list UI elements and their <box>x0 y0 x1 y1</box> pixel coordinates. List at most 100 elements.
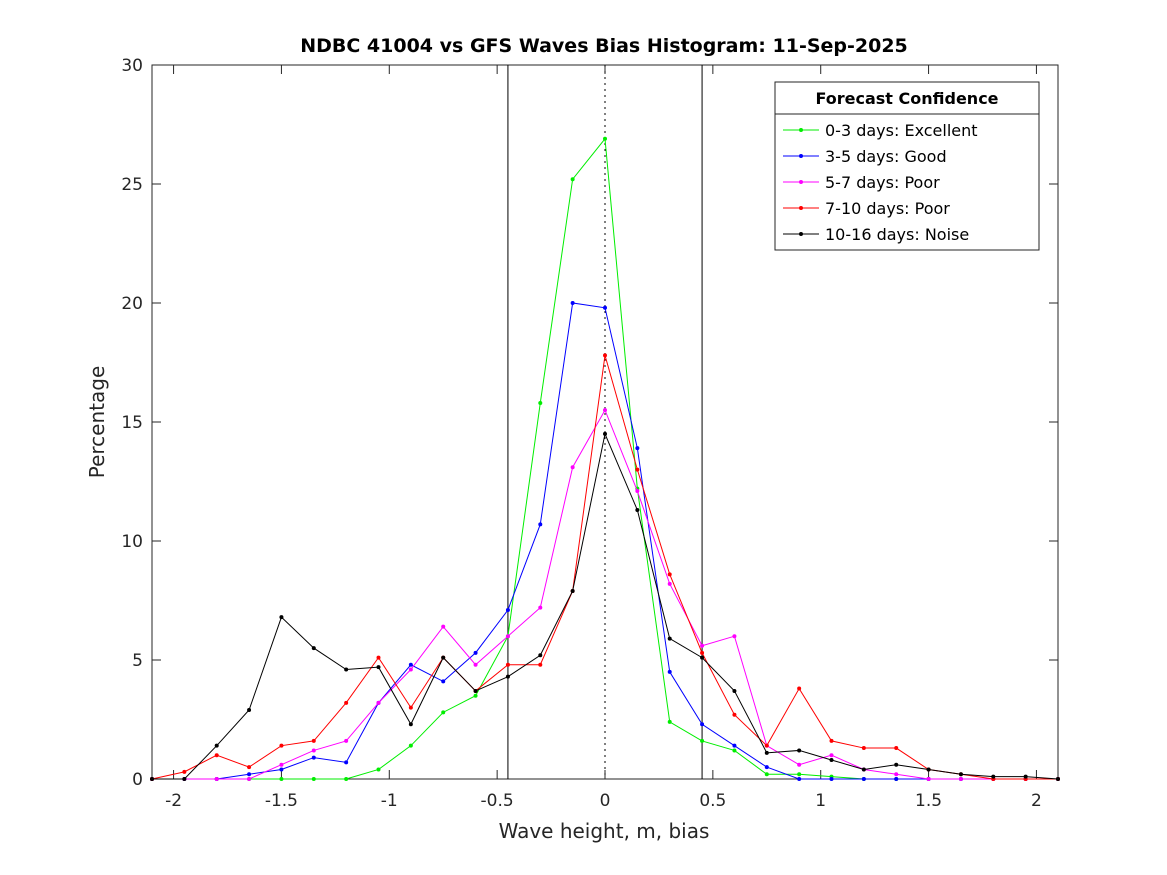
series-4-point <box>861 767 866 772</box>
series-0-point <box>570 177 575 182</box>
legend-entry: 7-10 days: Poor <box>825 199 950 218</box>
x-tick-label: 1.5 <box>915 791 942 811</box>
series-4-point <box>570 588 575 593</box>
series-2-point <box>926 777 931 781</box>
series-3-point <box>829 738 834 743</box>
legend-entry: 10-16 days: Noise <box>825 225 969 244</box>
series-2-point <box>700 643 705 648</box>
series-0-point <box>441 710 446 715</box>
legend-swatch-marker <box>799 206 803 210</box>
series-1-point <box>894 777 899 781</box>
series-0-point <box>279 777 284 781</box>
series-1-point <box>700 722 705 727</box>
series-0-point <box>797 772 802 777</box>
x-tick-label: 0.5 <box>699 791 726 811</box>
series-3-point <box>667 572 672 577</box>
series-2-point <box>408 667 413 672</box>
series-3-point <box>635 467 640 472</box>
series-4-point <box>376 665 381 670</box>
series-3-point <box>732 712 737 717</box>
series-4-point <box>667 636 672 641</box>
x-axis-label: Wave height, m, bias <box>499 819 710 843</box>
series-2-point <box>635 489 640 494</box>
series-4-point <box>150 777 154 781</box>
series-2-point <box>570 465 575 470</box>
series-4-point <box>1023 774 1028 779</box>
series-1-point <box>505 608 510 613</box>
legend: Forecast Confidence 0-3 days: Excellent 3-… <box>774 81 1040 251</box>
series-3-point <box>797 686 802 691</box>
series-2-point <box>376 700 381 705</box>
x-tick-label: -2 <box>165 791 182 811</box>
legend-swatch-marker <box>799 232 803 236</box>
y-tick-label: 25 <box>121 175 143 195</box>
series-4-point <box>505 674 510 679</box>
y-tick-label: 30 <box>121 56 143 76</box>
legend-title: Forecast Confidence <box>815 89 998 108</box>
legend-swatch-marker <box>799 180 803 184</box>
series-1-point <box>635 446 640 451</box>
series-1-point <box>570 301 575 305</box>
series-3-point <box>311 738 316 743</box>
series-1-point <box>473 650 478 655</box>
legend-entry: 5-7 days: Poor <box>825 173 940 192</box>
series-2-point <box>473 662 478 667</box>
series-4-point <box>1056 777 1060 781</box>
series-3-point <box>861 746 866 751</box>
series-1-point <box>667 669 672 674</box>
series-1-point <box>829 777 834 781</box>
series-1-point <box>861 777 866 781</box>
x-tick-label: -1 <box>381 791 398 811</box>
series-2-point <box>667 581 672 586</box>
series-4-point <box>247 707 252 712</box>
legend-entry: 0-3 days: Excellent <box>825 121 978 140</box>
series-4-point <box>441 655 446 660</box>
series-3-point <box>214 753 219 758</box>
x-tick-label: 2 <box>1031 791 1042 811</box>
series-2-point <box>894 772 899 777</box>
x-tick-label: -1.5 <box>265 791 298 811</box>
series-2-point <box>505 634 510 639</box>
series-2-point <box>441 624 446 629</box>
series-4-point <box>797 748 802 753</box>
series-4-point <box>732 688 737 693</box>
x-tick-label: 1 <box>815 791 826 811</box>
series-1-point <box>797 777 802 781</box>
series-0-point <box>311 777 316 781</box>
series-2-point <box>311 748 316 753</box>
series-3-point <box>505 662 510 667</box>
series-2-point <box>732 634 737 639</box>
series-4-point <box>408 722 413 727</box>
chart-title: NDBC 41004 vs GFS Waves Bias Histogram: … <box>300 35 908 57</box>
legend-entry: 3-5 days: Good <box>825 147 947 166</box>
series-1-point <box>732 743 737 748</box>
series-4-point <box>829 757 834 762</box>
series-4-point <box>700 655 705 660</box>
series-1-point <box>311 755 316 760</box>
series-0-point <box>473 693 478 698</box>
series-1-point <box>603 305 607 310</box>
series-4-point <box>635 508 640 513</box>
series-4-point <box>182 777 187 781</box>
series-3-point <box>764 743 769 748</box>
series-2-point <box>829 753 834 758</box>
series-2-point <box>247 777 252 781</box>
series-1-point <box>538 522 543 527</box>
series-1-point <box>279 767 284 772</box>
series-0-point <box>667 719 672 724</box>
y-axis-label: Percentage <box>85 366 109 479</box>
series-4-point <box>764 750 769 755</box>
series-4-point <box>311 646 316 651</box>
series-4-point <box>603 431 607 436</box>
x-tick-label: 0 <box>600 791 611 811</box>
series-3-point <box>408 705 413 710</box>
series-0-point <box>603 136 607 141</box>
series-3-point <box>700 650 705 655</box>
series-2-point <box>344 738 349 743</box>
series-3-point <box>376 655 381 660</box>
series-1-point <box>344 760 349 765</box>
series-3-point <box>603 353 607 358</box>
legend-box <box>774 81 1040 251</box>
